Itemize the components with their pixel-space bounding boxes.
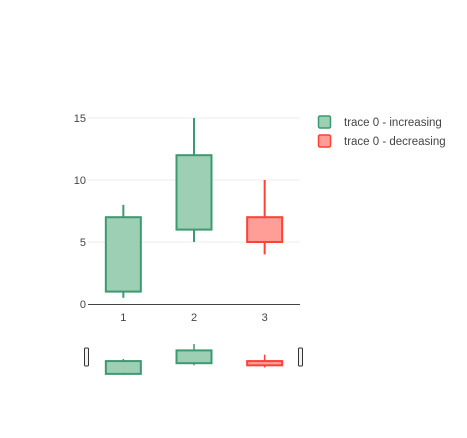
range-slider-left-handle[interactable] [84, 347, 89, 367]
x-tick-label: 3 [262, 312, 268, 324]
range-slider[interactable] [84, 344, 303, 375]
axes: 0 5 10 15 1 2 3 [74, 113, 300, 324]
legend[interactable]: trace 0 - increasing trace 0 - decreasing [317, 115, 446, 148]
x-tick-label: 2 [191, 312, 197, 324]
candle-decreasing[interactable] [246, 216, 284, 243]
slider-candle-body [246, 360, 284, 367]
legend-swatch[interactable] [317, 134, 332, 148]
y-tick-label: 15 [74, 113, 86, 125]
legend-label[interactable]: trace 0 - increasing [344, 117, 442, 129]
candle-increasing[interactable] [104, 216, 142, 293]
x-tick-label: 1 [120, 312, 126, 324]
y-tick-label: 5 [80, 237, 86, 249]
slider-candle-body [175, 349, 213, 365]
slider-candle-body [104, 360, 142, 375]
plot-area[interactable] [104, 118, 284, 298]
y-tick-label: 0 [80, 299, 86, 311]
range-slider-right-handle[interactable] [298, 347, 303, 367]
candle-increasing[interactable] [175, 154, 213, 231]
legend-label[interactable]: trace 0 - decreasing [344, 136, 446, 148]
y-tick-label: 10 [74, 175, 86, 187]
legend-swatch[interactable] [317, 115, 332, 129]
